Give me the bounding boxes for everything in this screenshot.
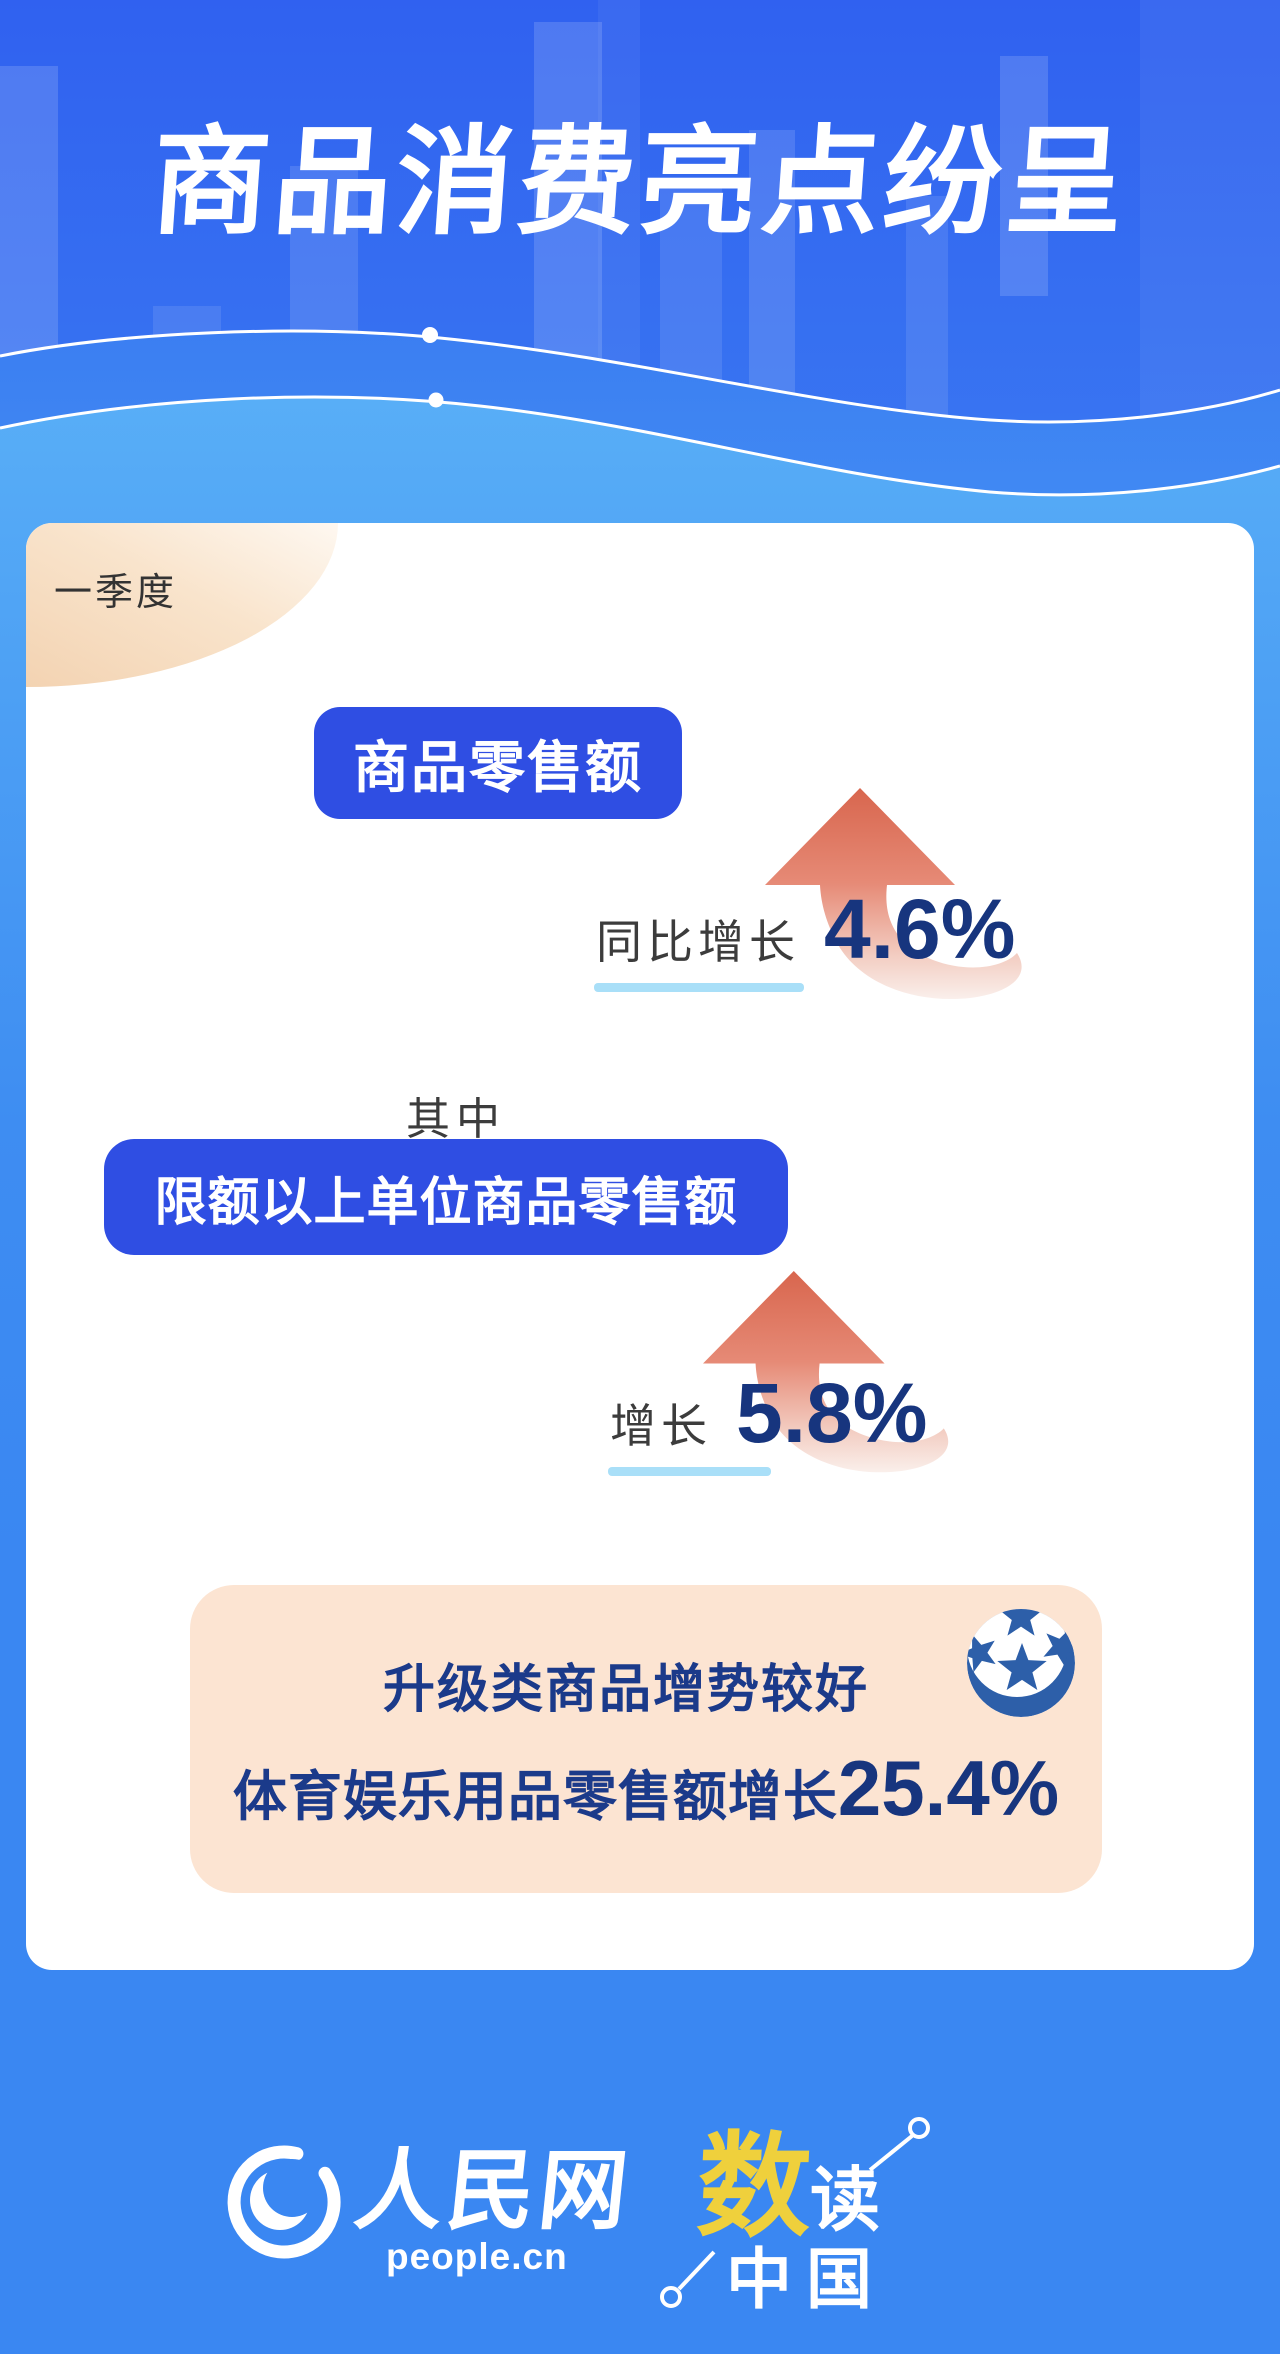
wave-dot <box>428 392 444 408</box>
growth-prefix: 增长 <box>608 1390 772 1476</box>
highlight-line2-value: 25.4% <box>837 1744 1060 1832</box>
highlight-card: 升级类商品增势较好 体育娱乐用品零售额增长 25.4% <box>190 1585 1102 1893</box>
shudu-china-du-character: 读 <box>810 2161 880 2239</box>
divider-label: 其中 <box>406 1095 506 1144</box>
wave-dot <box>422 327 438 343</box>
category-pill-retail: 商品零售额 <box>314 707 682 819</box>
growth-value: 5.8% <box>736 1366 928 1460</box>
footer: 人民网 people.cn 数 读 中国 <box>0 2080 1280 2354</box>
soccer-ball-icon <box>967 1609 1075 1717</box>
category-pill-label: 商品零售额 <box>353 735 643 799</box>
hero-bar-decoration <box>1000 56 1048 296</box>
connector-pin-icon <box>868 2117 930 2172</box>
page-title: 商品消费亮点纷呈 <box>147 117 1133 249</box>
growth-prefix: 同比增长 <box>594 906 805 992</box>
growth-value: 4.6% <box>824 882 1016 976</box>
shudu-china-word: 中国 <box>726 2242 886 2316</box>
connector-pin-icon <box>660 2250 716 2308</box>
growth-stat-2: 增长 5.8% <box>608 1365 928 1476</box>
peoples-daily-globe-icon <box>227 2145 341 2259</box>
content-card: 一季度 商品零售额 同比增长 4.6% 其中 限额以上单位商品零售额 <box>26 523 1254 1970</box>
highlight-line2-prefix: 体育娱乐用品零售额增长 <box>232 1767 838 1827</box>
growth-stat-1: 同比增长 4.6% <box>594 881 1016 992</box>
growth-arrow-icon <box>703 1271 949 1473</box>
peoples-daily-name: 人民网 <box>350 2141 637 2240</box>
category-pill-label: 限额以上单位商品零售额 <box>154 1173 738 1232</box>
growth-arrow-icon <box>765 788 1022 1000</box>
peoples-daily-domain: people.cn <box>386 2236 568 2277</box>
category-pill-above-quota: 限额以上单位商品零售额 <box>104 1139 788 1255</box>
highlight-line2: 体育娱乐用品零售额增长 25.4% <box>190 1743 1102 1834</box>
period-label: 一季度 <box>54 572 178 614</box>
highlight-line1: 升级类商品增势较好 <box>382 1661 869 1719</box>
